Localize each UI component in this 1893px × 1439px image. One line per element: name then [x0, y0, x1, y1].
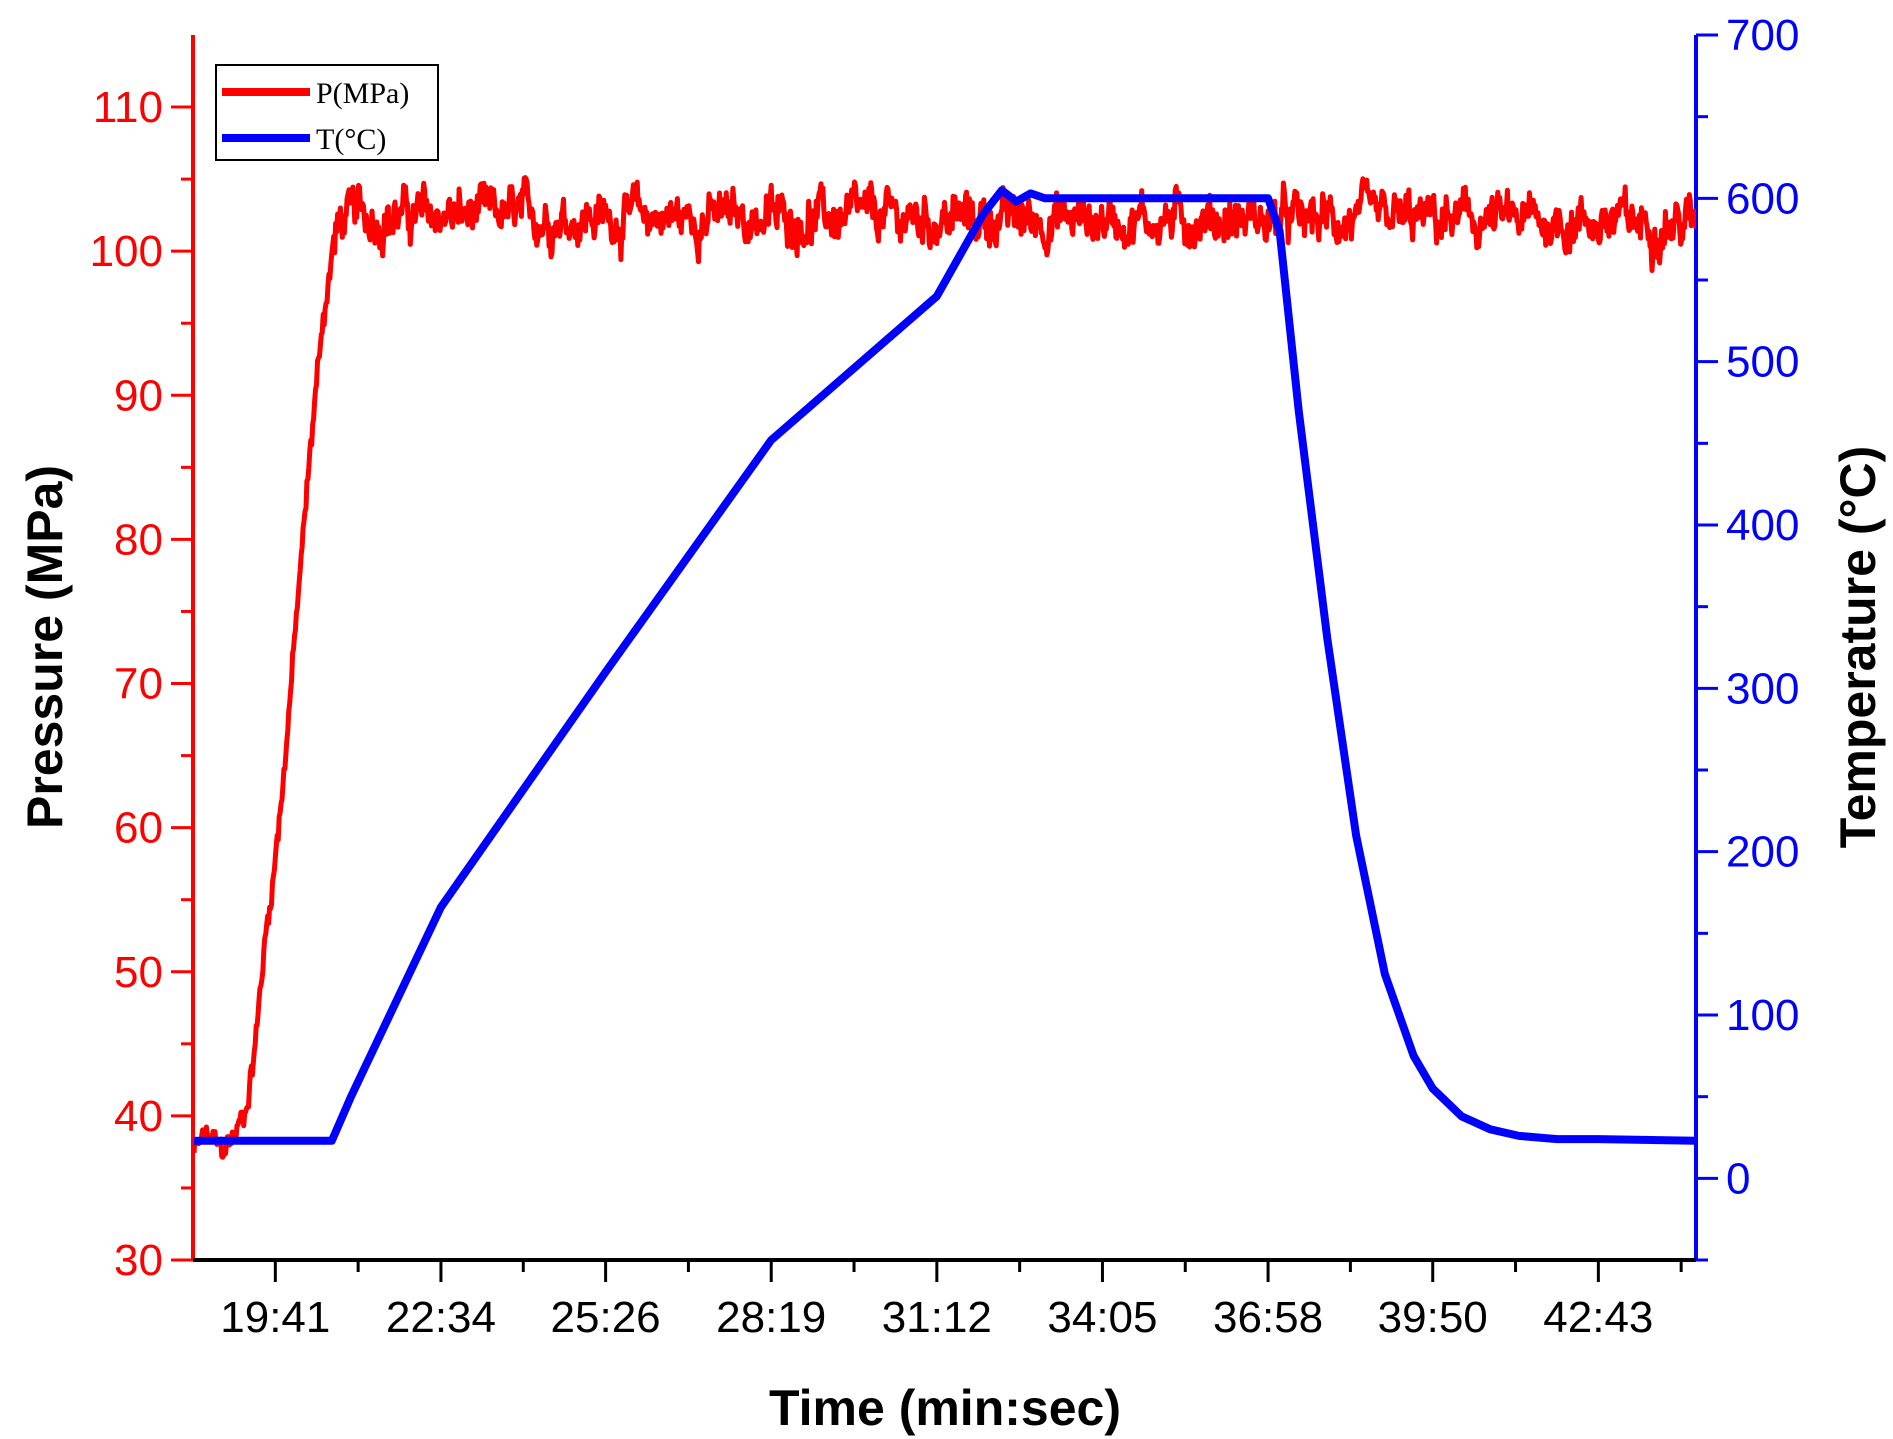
legend-label-temperature: T(°C)	[316, 123, 386, 156]
series-line-temperature	[194, 186, 1696, 1145]
x-ticks: 19:41 22:34 25:26 28:19 31:12 34:05 36:58 39:50…	[220, 1260, 1683, 1342]
right-tick-label: 600	[1726, 174, 1799, 223]
left-tick-label: 100	[90, 227, 163, 276]
x-tick-label: 22:34	[386, 1293, 496, 1342]
left-tick-label: 90	[114, 371, 163, 420]
left-tick-label: 40	[114, 1092, 163, 1141]
right-tick-label: 200	[1726, 828, 1799, 877]
legend: P(MPa) T(°C)	[215, 64, 439, 161]
left-tick-label: 50	[114, 948, 163, 997]
left-tick-label: 80	[114, 515, 163, 564]
right-y-axis-title: Temperature (°C)	[1830, 446, 1886, 848]
left-tick-label: 30	[114, 1236, 163, 1285]
right-tick-label: 300	[1726, 664, 1799, 713]
x-axis-title: Time (min:sec)	[769, 1380, 1121, 1436]
legend-box	[215, 64, 439, 161]
right-tick-label: 100	[1726, 991, 1799, 1040]
x-tick-label: 42:43	[1543, 1293, 1653, 1342]
x-tick-label: 39:50	[1378, 1293, 1488, 1342]
left-y-ticks: 30 40 50 60 70 80 90 100 110	[90, 83, 193, 1285]
left-tick-label: 60	[114, 804, 163, 853]
x-tick-label: 19:41	[220, 1293, 330, 1342]
left-y-axis-title: Pressure (MPa)	[17, 465, 73, 829]
right-tick-label: 700	[1726, 11, 1799, 60]
x-tick-label: 28:19	[716, 1293, 826, 1342]
left-tick-label: 70	[114, 660, 163, 709]
x-tick-label: 34:05	[1047, 1293, 1157, 1342]
x-tick-label: 36:58	[1213, 1293, 1323, 1342]
x-tick-label: 31:12	[882, 1293, 992, 1342]
right-y-ticks: 0 100 200 300 400 500 600 700	[1696, 11, 1799, 1262]
series-line-pressure	[193, 175, 1696, 1160]
legend-label-pressure: P(MPa)	[316, 77, 409, 110]
right-tick-label: 400	[1726, 501, 1799, 550]
left-tick-label: 110	[93, 83, 163, 132]
right-tick-label: 0	[1726, 1154, 1750, 1203]
right-tick-label: 500	[1726, 338, 1799, 387]
x-tick-label: 25:26	[551, 1293, 661, 1342]
